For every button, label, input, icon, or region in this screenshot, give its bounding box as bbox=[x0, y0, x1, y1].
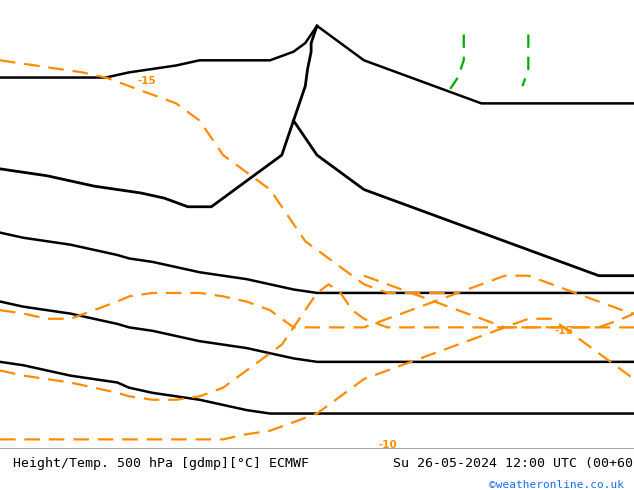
Text: -15: -15 bbox=[138, 76, 156, 86]
Text: Su 26-05-2024 12:00 UTC (00+60): Su 26-05-2024 12:00 UTC (00+60) bbox=[393, 458, 634, 470]
Text: -10: -10 bbox=[378, 440, 397, 449]
Text: ©weatheronline.co.uk: ©weatheronline.co.uk bbox=[489, 480, 624, 490]
Text: -15: -15 bbox=[554, 326, 573, 336]
Text: Height/Temp. 500 hPa [gdmp][°C] ECMWF: Height/Temp. 500 hPa [gdmp][°C] ECMWF bbox=[13, 458, 309, 470]
